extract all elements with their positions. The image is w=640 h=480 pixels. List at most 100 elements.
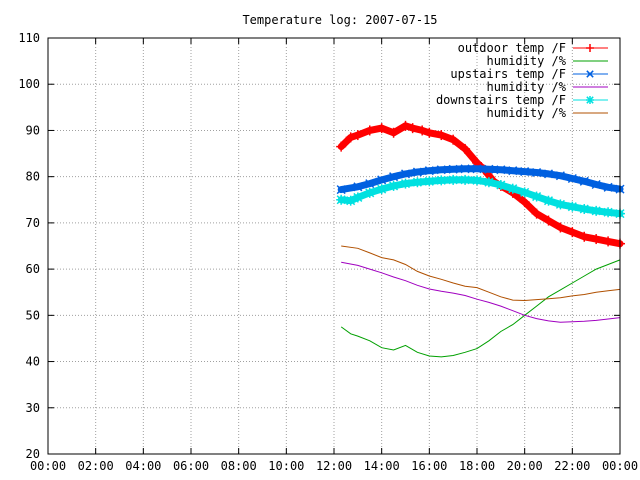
- series-6: [341, 245, 621, 302]
- y-tick-label: 100: [18, 77, 40, 91]
- marker-stroke: [591, 179, 601, 190]
- series-3-point: [389, 172, 399, 182]
- marker-stroke: [365, 179, 375, 189]
- series-3-point: [555, 171, 565, 181]
- marker-stroke: [412, 177, 422, 187]
- marker-stroke: [603, 207, 613, 217]
- series-3-point: [484, 164, 494, 174]
- series-6-line: [341, 245, 621, 302]
- series-3-point: [460, 164, 470, 174]
- marker-stroke: [543, 196, 554, 206]
- series-5-point: [336, 194, 347, 205]
- marker-stroke: [567, 173, 577, 184]
- series-5-point: [495, 179, 506, 190]
- legend-label: downstairs temp /F: [436, 93, 566, 107]
- marker-stroke: [436, 175, 446, 185]
- series-3-point: [336, 185, 346, 195]
- marker-stroke: [472, 164, 482, 174]
- marker-stroke: [586, 70, 594, 78]
- series-5-point: [436, 175, 447, 186]
- y-tick-label: 50: [26, 308, 40, 322]
- series-5-point: [412, 177, 423, 188]
- series-3-point: [412, 167, 422, 177]
- series-3-point: [543, 169, 554, 179]
- series-layer: [336, 120, 625, 358]
- series-1-point: [448, 134, 459, 145]
- legend-marker: [586, 70, 594, 78]
- marker-stroke: [579, 176, 589, 186]
- series-1-point: [543, 215, 554, 226]
- series-4: [341, 261, 621, 323]
- marker-stroke: [412, 167, 422, 177]
- series-5-point: [579, 204, 590, 215]
- marker-stroke: [508, 184, 518, 194]
- marker-stroke: [400, 169, 411, 179]
- series-5-point: [472, 175, 482, 186]
- legend-item-6: humidity /%: [487, 106, 608, 120]
- marker-stroke: [532, 167, 542, 178]
- y-tick-label: 90: [26, 123, 40, 137]
- series-5-point: [483, 177, 494, 188]
- series-1-point: [555, 222, 566, 233]
- marker-stroke: [424, 176, 434, 186]
- marker-stroke: [591, 206, 601, 216]
- marker-stroke: [543, 169, 554, 179]
- marker-stroke: [400, 179, 411, 189]
- y-tick-label: 20: [26, 447, 40, 461]
- x-tick-label: 10:00: [268, 459, 304, 473]
- marker-stroke: [336, 195, 346, 205]
- y-tick-label: 40: [26, 355, 40, 369]
- marker-stroke: [484, 177, 494, 187]
- series-5-point: [555, 199, 566, 210]
- y-axis: 20 30 40 50 60 70 80 90 100 110: [18, 31, 620, 461]
- series-1-point: [579, 231, 590, 242]
- y-tick-label: 30: [26, 401, 40, 415]
- series-1-point: [591, 234, 602, 245]
- legend-item-2: humidity /%: [487, 54, 608, 68]
- series-1-point: [336, 141, 347, 152]
- marker-stroke: [484, 164, 494, 174]
- series-2-line: [340, 259, 621, 358]
- series-3-point: [365, 179, 375, 189]
- marker-stroke: [532, 192, 542, 202]
- series-3-point: [377, 175, 387, 185]
- series-1-point: [460, 143, 471, 154]
- series-5-point: [388, 180, 399, 191]
- legend-marker: [586, 44, 594, 52]
- marker-stroke: [365, 188, 375, 198]
- series-1-point: [603, 236, 614, 247]
- series-1-point: [388, 127, 399, 138]
- marker-stroke: [436, 165, 446, 175]
- x-tick-label: 02:00: [78, 459, 114, 473]
- series-4-line: [341, 261, 621, 323]
- series-5-line: [337, 176, 624, 218]
- series-3-point: [496, 165, 506, 175]
- y-tick-label: 70: [26, 216, 40, 230]
- x-axis: 00:00 02:00 04:00 06:00 08:00 10:00 12:00 14:00…: [30, 38, 638, 473]
- series-5-point: [352, 192, 363, 203]
- x-tick-label: 00:00: [30, 459, 66, 473]
- x-tick-label: 04:00: [125, 459, 161, 473]
- marker-stroke: [448, 164, 458, 174]
- legend-label: humidity /%: [487, 80, 567, 94]
- legend-marker: [586, 96, 594, 104]
- series-3-point: [567, 173, 577, 184]
- y-tick-label: 80: [26, 170, 40, 184]
- marker-stroke: [508, 166, 518, 176]
- series-1-point: [567, 227, 578, 238]
- x-tick-label: 22:00: [554, 459, 590, 473]
- x-tick-label: 20:00: [507, 459, 543, 473]
- series-1-point: [519, 197, 530, 208]
- marker-stroke: [567, 202, 577, 212]
- series-1-point: [407, 123, 418, 134]
- series-5-point: [567, 201, 578, 212]
- legend-item-1: outdoor temp /F: [458, 41, 608, 55]
- series-5-point: [531, 191, 542, 202]
- series-2: [340, 259, 621, 358]
- x-tick-label: 14:00: [364, 459, 400, 473]
- x-tick-label: 00:00: [602, 459, 638, 473]
- series-1-point: [376, 123, 387, 134]
